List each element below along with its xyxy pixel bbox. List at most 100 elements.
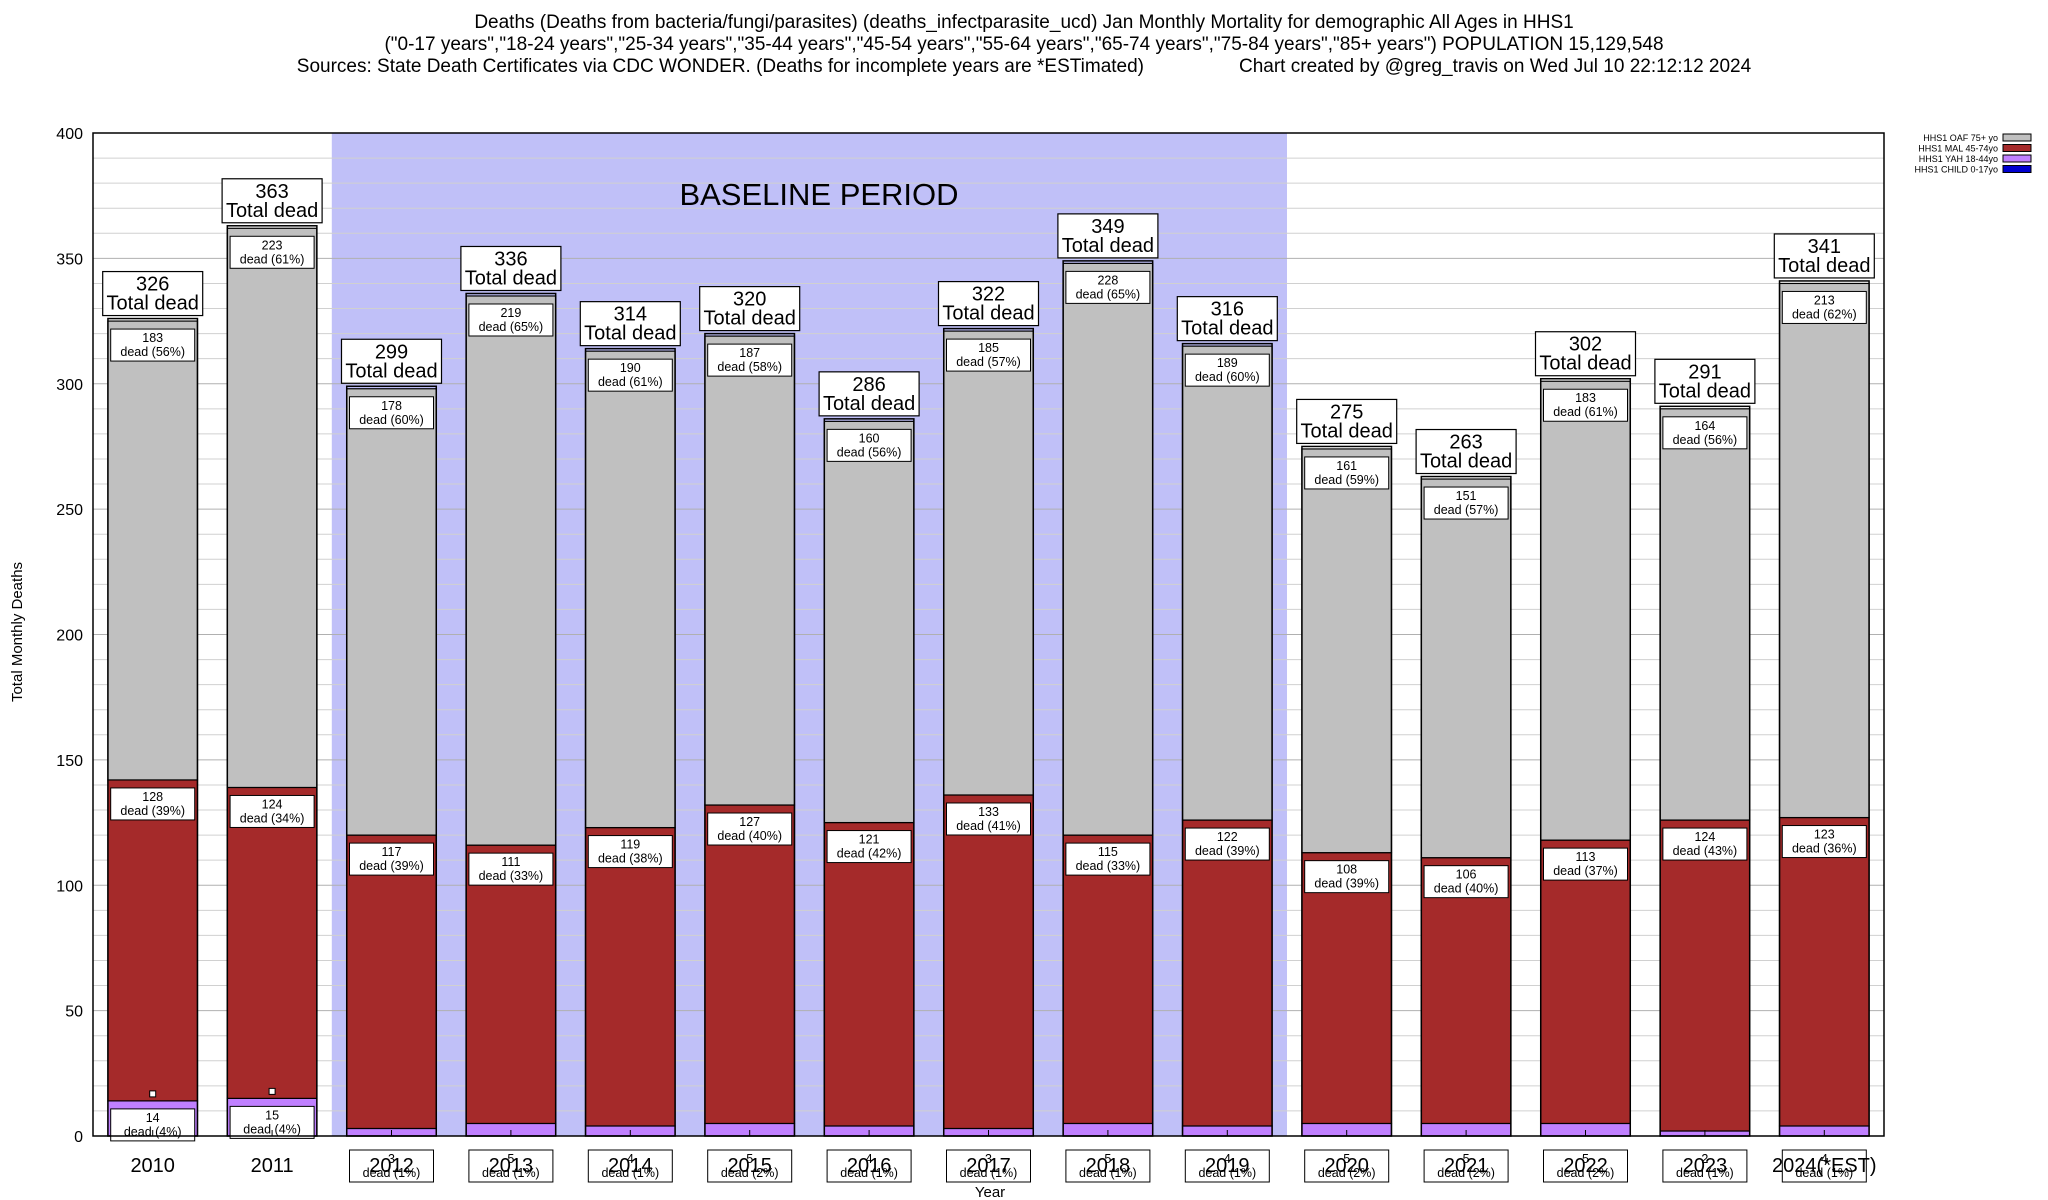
total-dead-label: Total dead — [226, 200, 318, 222]
total-value-label: 291 — [1688, 361, 1721, 383]
segment-label-box-oaf — [1781, 290, 1867, 324]
bar-segment-mal — [1659, 819, 1751, 1132]
segment-value-oaf: 161 — [1336, 459, 1357, 473]
segment-pct-mal: dead (38%) — [598, 852, 663, 866]
x-tick-label: 2014 — [608, 1155, 653, 1177]
total-label-box — [340, 338, 443, 384]
segment-pct-mal: dead (39%) — [1195, 844, 1260, 858]
segment-value-oaf: 189 — [1217, 356, 1238, 370]
total-value-label: 263 — [1449, 432, 1482, 454]
legend-swatch-oaf — [2002, 133, 2032, 142]
total-value-label: 326 — [136, 274, 169, 296]
title-line-2: ("0-17 years","18-24 years","25-34 years… — [384, 34, 1664, 55]
segment-value-mal: 111 — [501, 855, 520, 869]
segment-label-box-oaf — [1184, 353, 1270, 387]
segment-pct-mal: dead (36%) — [1792, 842, 1857, 856]
plot-frame — [92, 132, 1885, 1137]
y-tick-label: 400 — [56, 126, 83, 143]
bar-segment-mal — [1062, 834, 1154, 1125]
segment-value-mal: 128 — [142, 790, 163, 804]
bar-segment-oaf — [1062, 262, 1154, 836]
y-tick-label: 200 — [56, 628, 83, 645]
x-tick-label: 2024(*EST) — [1772, 1155, 1877, 1177]
segment-label-box-yah — [1781, 1149, 1867, 1183]
segment-value-oaf: 213 — [1814, 293, 1835, 307]
segment-value-yah: 4 — [1224, 1152, 1231, 1166]
segment-pct-yah: dead (2%) — [721, 1166, 779, 1180]
segment-value-yah: 5 — [1463, 1152, 1470, 1166]
segment-pct-mal: dead (42%) — [837, 847, 902, 861]
segment-label-box-yah — [1065, 1149, 1151, 1183]
x-tick-label: 2013 — [489, 1155, 534, 1177]
x-tick-label: 2018 — [1086, 1155, 1131, 1177]
segment-value-oaf: 187 — [739, 346, 760, 360]
y-tick-label: 150 — [56, 753, 83, 770]
segment-value-yah: 3 — [985, 1152, 992, 1166]
total-dead-label: Total dead — [1778, 255, 1870, 277]
x-tick-label: 2019 — [1205, 1155, 1250, 1177]
segment-pct-yah: dead (1%) — [1676, 1166, 1734, 1180]
total-label-box — [818, 371, 920, 417]
segment-label-box-oaf — [1304, 456, 1390, 490]
segment-label-box-oaf — [468, 303, 554, 337]
segment-value-yah: 4 — [866, 1152, 873, 1166]
total-label-box — [102, 270, 204, 317]
segment-value-yah: 14 — [146, 1111, 160, 1125]
segment-label-box-yah — [587, 1149, 673, 1183]
segment-value-oaf: 160 — [859, 431, 880, 445]
segment-pct-oaf: dead (56%) — [1673, 433, 1738, 447]
total-label-box — [1176, 296, 1278, 342]
total-value-label: 349 — [1091, 216, 1124, 238]
segment-value-yah: 5 — [1582, 1152, 1589, 1166]
y-tick-label: 250 — [56, 502, 83, 519]
bar-segment-mal — [107, 779, 199, 1102]
segment-label-box-yah — [707, 1149, 793, 1183]
segment-value-oaf: 190 — [620, 361, 641, 375]
segment-label-box-mal — [1543, 847, 1628, 881]
segment-pct-oaf: dead (57%) — [1434, 503, 1499, 517]
title-line-3: Sources: State Death Certificates via CD… — [0, 56, 2048, 78]
bar-segment-oaf — [823, 420, 915, 824]
segment-pct-yah: dead (1%) — [960, 1166, 1018, 1180]
title-line-1: Deaths (Deaths from bacteria/fungi/paras… — [474, 12, 1574, 33]
segment-value-mal: 124 — [262, 797, 283, 811]
total-value-label: 336 — [494, 248, 527, 270]
segment-pct-yah: dead (1%) — [601, 1166, 659, 1180]
segment-value-mal: 106 — [1456, 868, 1477, 882]
legend-label-oaf: HHS1 OAF 75+ yo — [1923, 133, 1998, 143]
y-tick-label: 0 — [74, 1129, 83, 1146]
segment-label-box-mal — [110, 787, 196, 821]
segment-pct-mal: dead (39%) — [120, 804, 185, 818]
total-dead-label: Total dead — [345, 360, 437, 382]
child-marker — [268, 1087, 276, 1095]
segment-pct-yah: dead (1%) — [363, 1166, 421, 1180]
segment-pct-yah: dead (2%) — [1557, 1166, 1615, 1180]
total-value-label: 286 — [852, 374, 885, 396]
segment-label-box-oaf — [946, 338, 1031, 372]
segment-pct-oaf: dead (61%) — [1553, 405, 1618, 419]
total-value-label: 314 — [614, 304, 647, 326]
total-dead-label: Total dead — [107, 293, 199, 315]
y-tick-label: 350 — [56, 251, 83, 268]
total-dead-label: Total dead — [1062, 235, 1154, 257]
legend-swatch-child — [2002, 165, 2032, 173]
segment-pct-mal: dead (33%) — [1076, 859, 1141, 873]
bar-segment-oaf — [346, 388, 437, 836]
segment-label-box-yah — [1304, 1149, 1390, 1183]
axis-layer: 0 50 100 150 200 250 300 350 400 2010 2011 2012 2013… — [56, 126, 1885, 1177]
segment-pct-mal: dead (40%) — [717, 829, 782, 843]
segment-pct-oaf: dead (56%) — [120, 345, 185, 359]
segment-label-box-oaf — [349, 396, 434, 430]
segment-pct-yah: dead (4%) — [243, 1122, 301, 1136]
segment-pct-oaf: dead (60%) — [359, 413, 424, 427]
segment-value-mal: 113 — [1576, 850, 1596, 864]
segment-value-mal: 108 — [1336, 863, 1357, 877]
x-tick-label: 2016 — [847, 1155, 892, 1177]
total-value-label: 341 — [1808, 236, 1841, 258]
total-dead-label: Total dead — [942, 303, 1034, 325]
x-tick-label: 2020 — [1324, 1155, 1369, 1177]
segment-pct-oaf: dead (65%) — [479, 320, 544, 334]
segment-label-box-mal — [349, 842, 434, 876]
